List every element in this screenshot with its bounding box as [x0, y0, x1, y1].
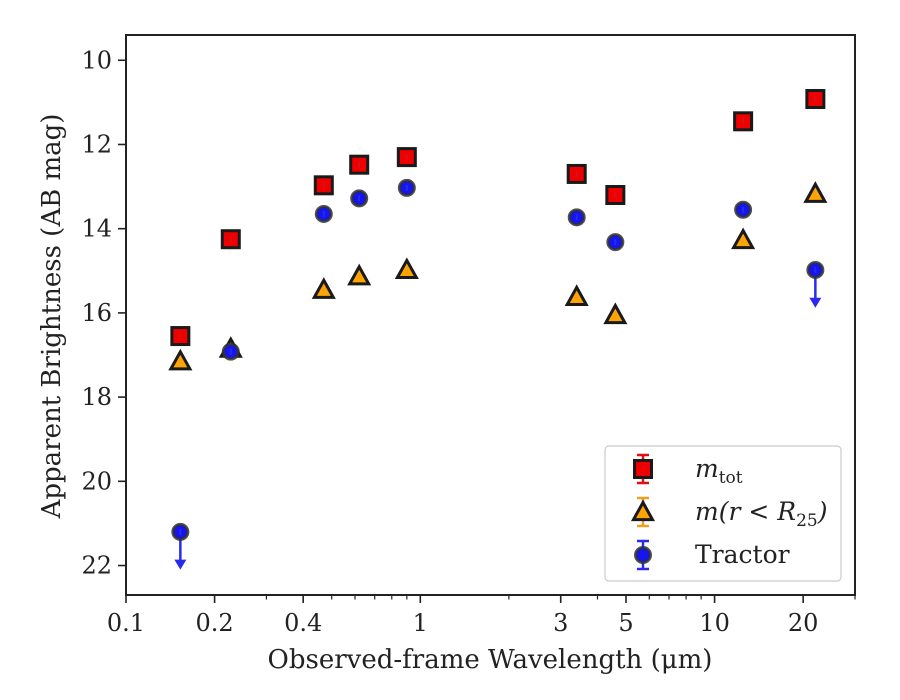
- x-axis-title: Observed-frame Wavelength (μm): [268, 645, 713, 675]
- y-axis-title: Apparent Brightness (AB mag): [37, 114, 67, 520]
- legend-marker-square: [633, 459, 653, 479]
- y-tick-label: 14: [81, 215, 112, 243]
- legend-label: m(r < R25): [695, 497, 827, 531]
- x-tick-label: 0.2: [196, 609, 234, 637]
- x-tick-label: 0.1: [107, 609, 145, 637]
- x-tick-label: 20: [788, 609, 819, 637]
- upper-limit-arrowhead: [174, 559, 187, 570]
- y-tick-label: 20: [81, 467, 112, 495]
- legend-label: mtot: [695, 454, 743, 488]
- legend-marker-circle: [634, 546, 652, 564]
- y-tick-label: 10: [81, 46, 112, 74]
- upper-limit-arrowhead: [809, 297, 822, 308]
- x-tick-label: 3: [553, 609, 568, 637]
- y-tick-label: 16: [81, 299, 112, 327]
- legend-label: Tractor: [695, 540, 790, 569]
- y-tick-label: 22: [81, 552, 112, 580]
- x-tick-label: 5: [618, 609, 633, 637]
- x-tick-label: 1: [413, 609, 428, 637]
- legend-marker-triangle: [630, 499, 656, 522]
- y-tick-label: 18: [81, 383, 112, 411]
- plot-area: 0.1 0.2 0.4 1 3 5 10 20 10 12 14 16 18 20 22: [81, 34, 856, 637]
- x-tick-label: 10: [699, 609, 730, 637]
- x-tick-label: 0.4: [284, 609, 322, 637]
- y-tick-label: 12: [81, 130, 112, 158]
- legend-box: [604, 445, 842, 582]
- legend: mtot m(r < R25) Tractor: [604, 445, 842, 582]
- plot-frame: [125, 34, 856, 596]
